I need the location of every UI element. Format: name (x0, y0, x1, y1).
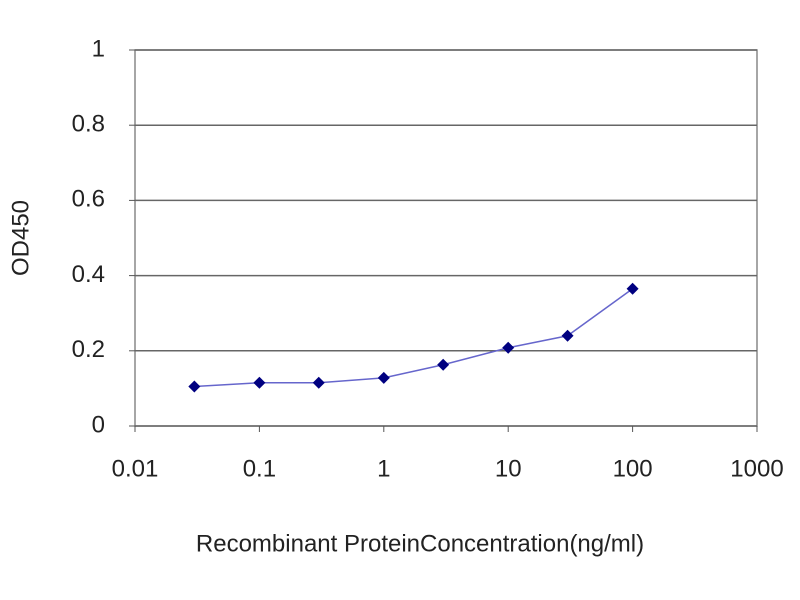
data-point (626, 282, 639, 295)
data-point (377, 371, 390, 384)
y-tick-label: 0.8 (72, 111, 105, 138)
data-point (561, 329, 574, 342)
data-point (188, 380, 201, 393)
y-tick-label: 0.4 (72, 261, 105, 288)
data-point (502, 341, 515, 354)
plot-area (134, 49, 758, 427)
y-axis-label: OD450 (7, 200, 34, 276)
x-tick-label: 100 (613, 455, 653, 482)
y-tick-label: 0.6 (72, 186, 105, 213)
x-tick-label: 1000 (730, 455, 783, 482)
x-tick-label: 10 (495, 455, 522, 482)
x-axis-label: Recombinant ProteinConcentration(ng/ml) (196, 530, 644, 557)
y-tick-label: 1 (92, 35, 105, 62)
data-line (194, 288, 634, 388)
y-tick-label: 0.2 (72, 336, 105, 363)
data-point (253, 376, 266, 389)
y-tick-label: 0 (92, 411, 105, 438)
data-point (312, 376, 325, 389)
x-tick-label: 0.1 (243, 455, 276, 482)
data-point (437, 358, 450, 371)
x-tick-label: 0.01 (112, 455, 159, 482)
x-tick-label: 1 (377, 455, 390, 482)
